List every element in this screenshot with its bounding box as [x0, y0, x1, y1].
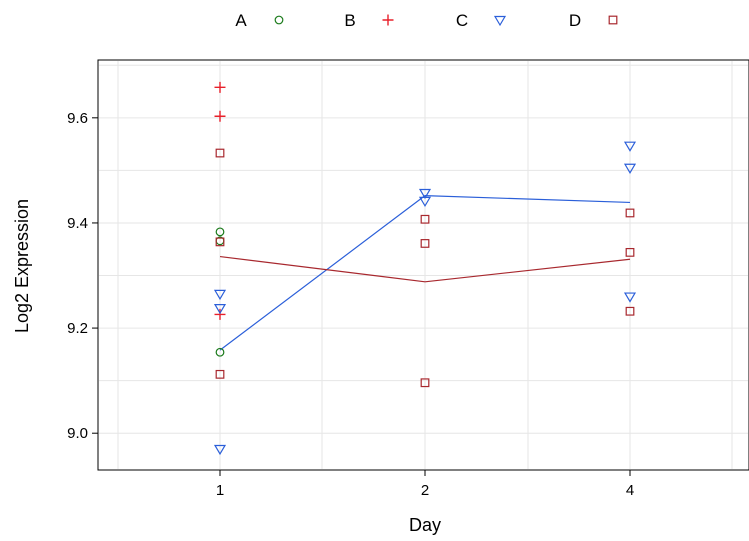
data-point-c	[213, 304, 227, 315]
data-point-d	[215, 148, 225, 158]
y-tick-label: 9.4	[67, 215, 88, 232]
data-point-c	[623, 141, 637, 152]
y-axis-label: Log2 Expression	[12, 199, 32, 333]
legend-marker-b	[382, 14, 394, 26]
y-tick-label: 9.0	[67, 425, 88, 442]
data-point-d	[215, 237, 225, 247]
data-point-b	[214, 81, 226, 93]
x-axis-label: Day	[409, 515, 441, 535]
grid	[99, 61, 748, 469]
legend-label-b: B	[344, 11, 355, 30]
mean-line-c	[219, 195, 631, 351]
data-point-c	[213, 289, 227, 301]
legend-label-c: C	[456, 11, 468, 30]
legend-marker-d	[608, 15, 618, 25]
data-point-c	[623, 163, 637, 174]
plot-area	[97, 59, 749, 471]
data-points	[213, 81, 637, 456]
legend-marker-a	[274, 15, 284, 25]
y-axis: 9.0 9.2 9.4 9.6	[67, 110, 98, 442]
data-point-d	[625, 306, 635, 316]
data-point-b	[214, 308, 226, 320]
x-tick-label: 2	[421, 482, 429, 499]
legend-label-a: A	[235, 11, 247, 30]
mean-lines	[219, 195, 631, 351]
data-point-d	[420, 214, 430, 224]
x-axis: 1 2 4	[216, 470, 634, 499]
legend-marker-c	[493, 15, 507, 27]
data-point-d	[625, 247, 635, 257]
data-point-c	[623, 292, 637, 303]
data-point-d	[215, 369, 225, 379]
x-tick-label: 4	[626, 482, 634, 499]
y-tick-label: 9.2	[67, 320, 88, 337]
data-point-c	[213, 444, 227, 456]
data-point-a	[215, 347, 225, 357]
data-point-a	[215, 227, 225, 237]
data-point-b	[214, 110, 226, 122]
data-point-d	[420, 378, 430, 388]
data-point-c	[418, 188, 432, 200]
legend-label-d: D	[569, 11, 581, 30]
data-point-c	[418, 196, 432, 208]
legend: A B C D	[235, 11, 618, 30]
data-point-d	[625, 208, 635, 218]
mean-line-d	[219, 255, 631, 283]
x-tick-label: 1	[216, 482, 224, 499]
data-point-d	[420, 239, 430, 248]
y-tick-label: 9.6	[67, 110, 88, 127]
